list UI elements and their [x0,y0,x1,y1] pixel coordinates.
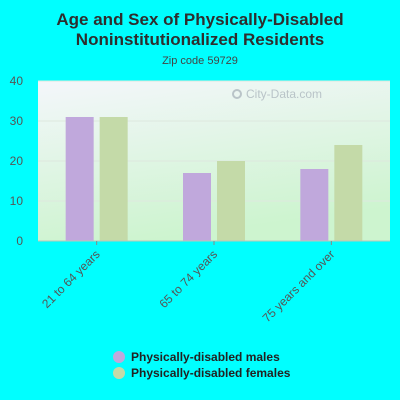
legend-label-females: Physically-disabled females [131,366,291,380]
legend-item-males: Physically-disabled males [113,349,290,365]
bar [334,145,363,241]
y-tick-label: 40 [10,74,24,88]
y-tick-label: 30 [10,114,24,128]
legend: Physically-disabled males Physically-dis… [113,349,290,381]
chart-title: Age and Sex of Physically-Disabled Nonin… [56,10,344,49]
chart-subtitle: Zip code 59729 [162,55,238,67]
y-tick-label: 0 [16,234,23,248]
bar [300,169,329,241]
x-tick-label: 21 to 64 years [39,247,103,311]
bar [217,161,245,241]
y-tick-label: 10 [10,194,24,208]
legend-item-females: Physically-disabled females [113,365,290,381]
x-tick-label: 65 to 74 years [156,247,220,311]
watermark-text: City-Data.com [246,87,323,101]
search-icon [232,89,242,99]
bar [183,173,211,241]
watermark: City-Data.com [232,87,322,101]
legend-swatch-males [113,351,125,363]
legend-swatch-females [113,367,125,379]
bar [65,117,94,241]
y-tick-label: 20 [10,154,24,168]
legend-label-males: Physically-disabled males [131,350,280,364]
x-tick-label: 75 years and over [260,247,338,325]
bar [99,117,128,241]
